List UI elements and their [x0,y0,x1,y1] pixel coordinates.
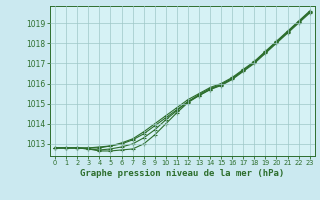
X-axis label: Graphe pression niveau de la mer (hPa): Graphe pression niveau de la mer (hPa) [80,169,284,178]
